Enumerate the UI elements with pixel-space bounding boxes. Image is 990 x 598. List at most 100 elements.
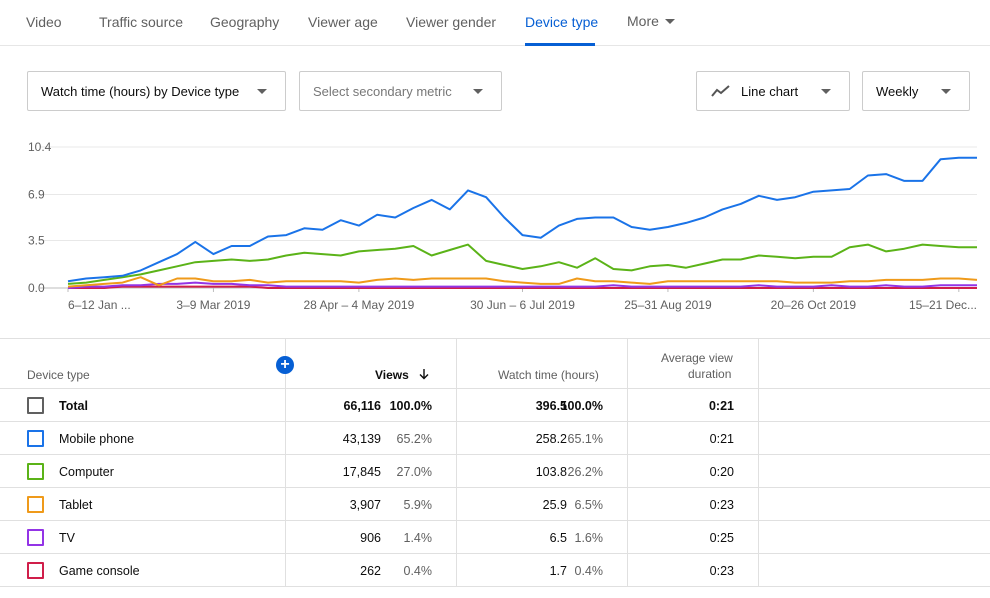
watch-time-percent: 1.6% [574, 531, 604, 545]
series-line-mobile-phone [67, 156, 977, 283]
views-percent: 27.0% [396, 465, 432, 479]
views-value: 3,907 [349, 498, 381, 512]
add-column-button[interactable]: + [276, 356, 294, 374]
avg-view-duration-value: 0:21 [708, 399, 734, 413]
header-views[interactable]: Views [375, 368, 430, 382]
row-label: Game console [59, 564, 140, 578]
avg-view-duration-value: 0:23 [709, 498, 734, 512]
row-label: Computer [59, 465, 114, 479]
tab-device-type[interactable]: Device type [525, 14, 599, 30]
arrow-down-icon [419, 369, 429, 380]
tab-more-label: More [627, 13, 659, 29]
watch-time-value: 25.9 [542, 498, 567, 512]
tab-geography[interactable]: Geography [210, 14, 280, 30]
secondary-metric-placeholder: Select secondary metric [313, 83, 452, 99]
x-tick-label: 28 Apr – 4 May 2019 [304, 298, 415, 312]
views-percent: 5.9% [403, 498, 433, 512]
row-total: Total 66,116 100.0% 396.5 100.0% 0:21 [0, 388, 990, 421]
table-bottom-border [0, 586, 990, 587]
column-divider [758, 339, 759, 587]
series-line-game-console [68, 285, 977, 289]
avg-view-duration-value: 0:25 [709, 531, 734, 545]
views-value: 262 [360, 564, 381, 578]
line-chart-icon [711, 85, 730, 97]
header-avg-view-duration-line2[interactable]: duration [688, 367, 732, 381]
views-value: 66,116 [343, 399, 381, 413]
header-watch-time[interactable]: Watch time (hours) [498, 368, 599, 382]
row-computer: Computer 17,845 27.0% 103.8 26.2% 0:20 [0, 454, 990, 487]
tab-viewer-age[interactable]: Viewer age [308, 14, 378, 30]
primary-metric-dropdown[interactable]: Watch time (hours) by Device type [27, 71, 286, 111]
series-checkbox[interactable] [27, 529, 44, 546]
dropdown-arrow-icon [473, 89, 483, 94]
y-tick-label: 10.4 [28, 140, 52, 154]
watch-time-percent: 0.4% [574, 564, 604, 578]
series-line-tv [67, 281, 977, 289]
watch-time-value: 258.2 [535, 432, 567, 446]
watch-time-percent: 26.2% [567, 465, 603, 479]
watch-time-value: 103.8 [535, 465, 567, 479]
watch-time-percent: 65.1% [567, 432, 603, 446]
chart-type-label: Line chart [741, 83, 799, 99]
y-tick-label: 6.9 [28, 187, 45, 201]
series-checkbox[interactable] [27, 496, 44, 513]
x-tick-label: 30 Jun – 6 Jul 2019 [470, 298, 575, 312]
x-tick-label: 20–26 Oct 2019 [771, 298, 857, 312]
series-line-computer [67, 243, 977, 285]
watch-time-value: 1.7 [549, 564, 567, 578]
row-mobile-phone: Mobile phone 43,139 65.2% 258.2 65.1% 0:21 [0, 421, 990, 454]
dropdown-arrow-icon [941, 89, 951, 94]
x-tick-label: 15–21 Dec... [909, 298, 977, 312]
row-label: Mobile phone [59, 432, 135, 446]
secondary-metric-dropdown[interactable]: Select secondary metric [299, 71, 502, 111]
row-label: Tablet [59, 498, 93, 512]
column-divider [627, 339, 628, 587]
views-percent: 0.4% [403, 564, 433, 578]
avg-view-duration-value: 0:20 [709, 465, 734, 479]
avg-view-duration-value: 0:23 [709, 564, 734, 578]
series-checkbox[interactable] [27, 562, 44, 579]
dropdown-arrow-icon [257, 89, 267, 94]
row-tv: TV 906 1.4% 6.5 1.6% 0:25 [0, 520, 990, 553]
row-tablet: Tablet 3,907 5.9% 25.9 6.5% 0:23 [0, 487, 990, 520]
chart-type-dropdown[interactable]: Line chart [696, 71, 850, 111]
views-percent: 1.4% [403, 531, 433, 545]
row-game-console: Game console 262 0.4% 1.7 0.4% 0:23 [0, 553, 990, 586]
series-checkbox[interactable] [27, 463, 44, 480]
header-views-label: Views [375, 368, 409, 382]
interval-label: Weekly [876, 83, 919, 99]
y-tick-label: 0.0 [28, 281, 45, 295]
views-value: 17,845 [342, 465, 381, 479]
header-device-type: Device type [27, 368, 90, 382]
x-tick-label: 6–12 Jan ... [68, 298, 131, 312]
caret-down-icon [664, 18, 675, 24]
tab-viewer-gender[interactable]: Viewer gender [406, 14, 497, 30]
avg-view-duration-value: 0:21 [709, 432, 734, 446]
tab-traffic-source[interactable]: Traffic source [99, 14, 184, 30]
views-percent: 100.0% [389, 399, 432, 413]
watch-time-value: 396.5 [535, 399, 567, 413]
watch-time-percent: 100.0% [560, 399, 603, 413]
active-tab-indicator [525, 43, 595, 46]
interval-dropdown[interactable]: Weekly [862, 71, 970, 111]
row-label: Total [59, 399, 88, 413]
primary-metric-label: Watch time (hours) by Device type [41, 83, 240, 99]
series-checkbox[interactable] [27, 430, 44, 447]
column-divider [285, 339, 286, 587]
series-checkbox[interactable] [27, 397, 44, 414]
tab-video[interactable]: Video [26, 14, 62, 30]
row-label: TV [59, 531, 75, 545]
x-tick-label: 25–31 Aug 2019 [624, 298, 712, 312]
views-value: 43,139 [342, 432, 381, 446]
views-value: 906 [360, 531, 381, 545]
device-type-table: Device type + Views Watch time (hours) A… [0, 338, 990, 590]
tab-more[interactable]: More [627, 13, 675, 29]
views-percent: 65.2% [396, 432, 432, 446]
column-divider [456, 339, 457, 587]
x-tick-label: 3–9 Mar 2019 [176, 298, 250, 312]
header-avg-view-duration-line1[interactable]: Average view [661, 351, 733, 365]
watch-time-line-chart: 10.4 6.9 3.5 0.0 6–12 Jan ... 3–9 Mar 2019 28 … [28, 140, 978, 312]
dropdown-arrow-icon [821, 89, 831, 94]
report-tabs: Video Traffic source Geography Viewer ag… [0, 0, 990, 46]
watch-time-percent: 6.5% [574, 498, 604, 512]
